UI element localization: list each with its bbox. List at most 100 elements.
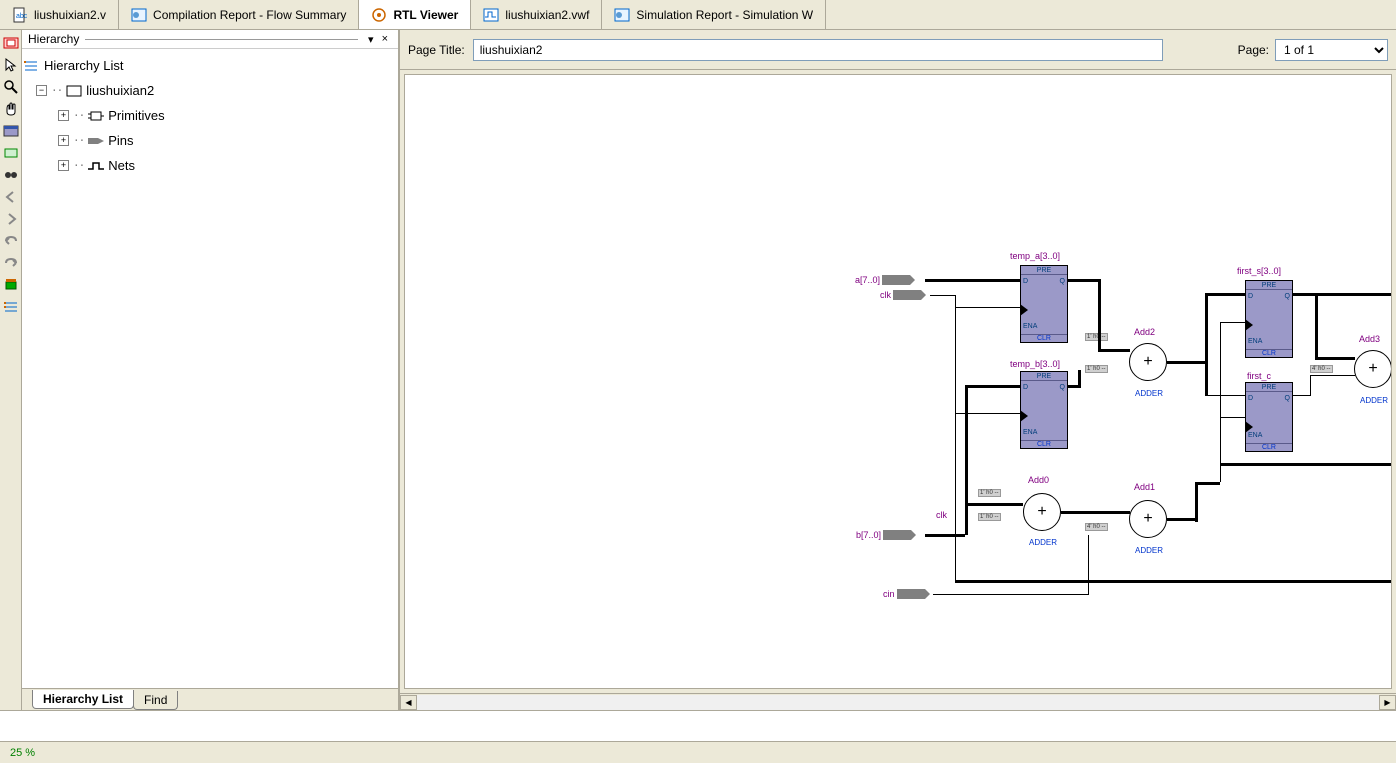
reg-d-label: D <box>1023 384 1028 391</box>
tree-expand-icon[interactable]: + <box>58 110 69 121</box>
constant-label: 4' h0 -- <box>1085 523 1108 531</box>
tab-label: liushuixian2.vwf <box>505 8 589 22</box>
tab-label: liushuixian2.v <box>34 8 106 22</box>
tool-box-icon[interactable] <box>2 144 20 162</box>
tool-pointer-icon[interactable] <box>2 56 20 74</box>
adder-add3[interactable]: + <box>1354 350 1392 388</box>
tab-simulation-report[interactable]: Simulation Report - Simulation W <box>602 0 826 29</box>
tree-item-label: liushuixian2 <box>86 83 154 98</box>
rtl-viewer-icon <box>371 7 387 23</box>
tree-item[interactable]: + ·· Nets <box>24 153 396 178</box>
wire <box>1195 482 1220 485</box>
adder-type-label: ADDER <box>1024 538 1062 547</box>
reg-q-label: Q <box>1285 293 1290 300</box>
pin-label: clk <box>880 290 891 300</box>
horizontal-scrollbar[interactable]: ◀ ▶ <box>400 693 1396 710</box>
tab-rtl-viewer[interactable]: RTL Viewer <box>359 0 471 29</box>
constant-label: 1' h0 -- <box>978 489 1001 497</box>
pin-label: a[7..0] <box>855 275 880 285</box>
pin-label: cin <box>883 589 895 599</box>
register-temp-a[interactable]: PRE DQ ENA CLR <box>1020 265 1068 343</box>
tree-expand-icon[interactable]: + <box>58 160 69 171</box>
wire <box>1167 518 1197 521</box>
pin-input-clk[interactable]: clk <box>880 290 921 300</box>
reg-clr-label: CLR <box>1246 349 1292 357</box>
tree-item-label: Primitives <box>108 108 164 123</box>
tool-forward-icon[interactable] <box>2 210 20 228</box>
page-title-input[interactable] <box>473 39 1163 61</box>
adder-add1[interactable]: + <box>1129 500 1167 538</box>
primitives-icon <box>88 109 104 123</box>
tool-find-icon[interactable] <box>2 166 20 184</box>
scroll-left-icon[interactable]: ◀ <box>400 695 417 710</box>
wire <box>1315 357 1355 360</box>
reg-clr-label: CLR <box>1246 443 1292 451</box>
wire <box>1068 279 1098 282</box>
block-label: first_s[3..0] <box>1237 266 1281 276</box>
bottom-tab-find[interactable]: Find <box>133 691 178 710</box>
zoom-level: 25 % <box>10 747 35 759</box>
scroll-right-icon[interactable]: ▶ <box>1379 695 1396 710</box>
wire <box>1078 511 1130 514</box>
tree-expand-icon[interactable]: + <box>58 135 69 146</box>
reg-q-label: Q <box>1060 278 1065 285</box>
page-select[interactable]: 1 of 1 <box>1275 39 1388 61</box>
schematic-canvas[interactable]: a[7..0] clk clk b[7..0] cin <box>404 74 1392 689</box>
adder-add0[interactable]: + <box>1023 493 1061 531</box>
pin-input-cin[interactable]: cin <box>883 589 925 599</box>
tool-zoom-icon[interactable] <box>2 78 20 96</box>
wire <box>1098 349 1130 352</box>
register-first-c[interactable]: PRE DQ ENA CLR <box>1245 382 1293 452</box>
waveform-icon <box>483 7 499 23</box>
tool-list-icon[interactable] <box>2 298 20 316</box>
wire <box>1088 535 1089 595</box>
left-toolbar <box>0 30 22 710</box>
tool-hand-icon[interactable] <box>2 100 20 118</box>
scroll-track[interactable] <box>417 695 1379 710</box>
reg-pre-label: PRE <box>1246 384 1292 392</box>
pin-input-a[interactable]: a[7..0] <box>855 275 910 285</box>
tool-back-icon[interactable] <box>2 188 20 206</box>
bottom-tab-hierarchy-list[interactable]: Hierarchy List <box>32 690 134 709</box>
reg-clr-label: CLR <box>1021 440 1067 448</box>
tab-label: RTL Viewer <box>393 8 458 22</box>
constant-label: 1' h0 -- <box>1085 365 1108 373</box>
adder-add2[interactable]: + <box>1129 343 1167 381</box>
tree-root[interactable]: Hierarchy List <box>24 53 396 78</box>
tab-compilation-report[interactable]: Compilation Report - Flow Summary <box>119 0 359 29</box>
reg-d-label: D <box>1023 278 1028 285</box>
verilog-file-icon: abc <box>12 7 28 23</box>
register-temp-b[interactable]: PRE DQ ENA CLR <box>1020 371 1068 449</box>
wire <box>1098 279 1101 349</box>
chevron-down-icon[interactable]: ▾ <box>364 33 378 46</box>
tab-source-file[interactable]: abc liushuixian2.v <box>0 0 119 29</box>
close-icon[interactable]: × <box>378 33 392 45</box>
tree-collapse-icon[interactable]: − <box>36 85 47 96</box>
tree-line: ·· <box>73 134 84 147</box>
tool-redo-icon[interactable] <box>2 254 20 272</box>
hierarchy-header-rule <box>85 39 358 40</box>
tool-undo-icon[interactable] <box>2 232 20 250</box>
tool-chip-icon[interactable] <box>2 276 20 294</box>
tree-item[interactable]: − ·· liushuixian2 <box>24 78 396 103</box>
tree-root-label: Hierarchy List <box>44 58 123 73</box>
pin-input-b[interactable]: b[7..0] <box>856 530 911 540</box>
reg-ena-label: ENA <box>1023 323 1037 330</box>
pin-input-clk2[interactable]: clk <box>936 510 947 520</box>
wire <box>965 385 968 535</box>
wire <box>1167 361 1207 364</box>
report-icon <box>131 7 147 23</box>
adder-type-label: ADDER <box>1355 396 1392 405</box>
wire <box>1205 395 1245 396</box>
page-selector-group: Page: 1 of 1 <box>1238 39 1388 61</box>
tab-waveform-file[interactable]: liushuixian2.vwf <box>471 0 602 29</box>
tool-window-icon[interactable] <box>2 122 20 140</box>
tree-item[interactable]: + ·· Pins <box>24 128 396 153</box>
adder-label: Add3 <box>1359 334 1380 344</box>
wire <box>930 295 955 296</box>
wire <box>1220 463 1392 466</box>
register-first-s[interactable]: PRE DQ ENA CLR <box>1245 280 1293 358</box>
tool-schematic-icon[interactable] <box>2 34 20 52</box>
tree-item[interactable]: + ·· Primitives <box>24 103 396 128</box>
hierarchy-tree: Hierarchy List − ·· liushuixian2 + ·· Pr… <box>22 49 398 688</box>
